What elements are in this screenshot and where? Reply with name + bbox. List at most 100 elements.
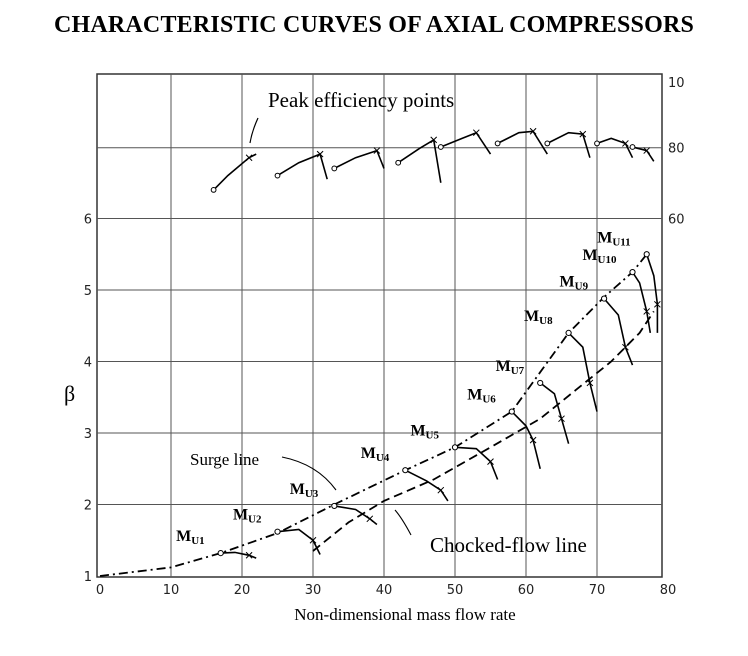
- speed-label-mu3: MU3: [290, 481, 319, 500]
- efficiency-curve-marker: [274, 172, 281, 179]
- chart-title: CHARACTERISTIC CURVES OF AXIAL COMPRESSO…: [53, 12, 695, 38]
- speed-line-mu6: [511, 411, 541, 469]
- speed-label-mu8: MU8: [524, 308, 553, 327]
- x-tick-label: 10: [163, 583, 180, 598]
- right-tick-label: 10: [668, 76, 685, 91]
- speed-label-mu10: MU10: [582, 247, 617, 266]
- operating-point-marker: [437, 486, 445, 494]
- x-tick-label: 60: [518, 583, 535, 598]
- operating-point-marker: [309, 536, 317, 544]
- speed-line-mu8: [568, 332, 598, 412]
- peak-efficiency-marker: [472, 129, 480, 137]
- efficiency-curve: [397, 138, 442, 183]
- surge-point-marker: [451, 444, 459, 451]
- speed-line-mu3: [334, 505, 378, 526]
- right-tick-label: 80: [668, 142, 685, 157]
- choked-flow-pointer: [394, 509, 412, 536]
- speed-line-mu9: [603, 298, 634, 366]
- right-tick-label: 60: [668, 213, 685, 228]
- peak-efficiency-marker: [373, 147, 381, 154]
- y-tick-label: 1: [84, 570, 92, 585]
- choked-flow-label: Chocked-flow line: [430, 533, 587, 557]
- efficiency-curve-marker: [210, 187, 217, 193]
- surge-point-marker: [331, 502, 338, 510]
- speed-label-mu7: MU7: [496, 358, 525, 377]
- grid: [97, 74, 662, 577]
- x-tick-label: 30: [305, 583, 322, 598]
- y-axis-label: β: [64, 381, 75, 406]
- speed-line-mu4: [404, 469, 449, 502]
- surge-point-marker: [402, 467, 409, 474]
- efficiency-curve-marker: [331, 165, 338, 172]
- speed-label-mu4: MU4: [361, 445, 390, 464]
- peak-efficiency-marker: [316, 150, 324, 158]
- surge-point-marker: [217, 550, 224, 557]
- x-axis-label: Non-dimensional mass flow rate: [294, 605, 515, 624]
- efficiency-curve-marker: [494, 140, 501, 147]
- efficiency-curve: [497, 130, 548, 155]
- efficiency-curve-marker: [395, 159, 402, 166]
- x-tick-label: 40: [376, 583, 393, 598]
- efficiency-curve: [213, 153, 257, 191]
- operating-point-marker: [558, 415, 565, 423]
- operating-point-marker: [366, 515, 374, 523]
- x-tick-label: 70: [589, 583, 606, 598]
- right-axis-ticks: 60 80 10: [668, 76, 685, 228]
- y-tick-label: 2: [84, 499, 92, 514]
- peak-efficiency-marker: [529, 127, 537, 135]
- speed-label-mu5: MU5: [410, 422, 439, 441]
- speed-label-mu11: MU11: [597, 229, 630, 248]
- efficiency-curve-marker: [437, 144, 444, 150]
- speed-line-mu11: [645, 254, 659, 333]
- peak-efficiency-marker: [579, 130, 587, 138]
- peak-efficiency-marker: [430, 136, 438, 144]
- peak-efficiency-marker: [622, 140, 629, 147]
- speed-line-mu1: [220, 551, 257, 559]
- peak-efficiency-label: Peak efficiency points: [268, 88, 454, 112]
- operating-point-marker: [586, 379, 594, 387]
- peak-efficiency-arrow: [249, 117, 259, 144]
- operating-point-marker: [487, 458, 494, 465]
- y-tick-label: 4: [84, 356, 92, 371]
- plot-area: [96, 73, 663, 578]
- efficiency-curve: [632, 146, 655, 162]
- operating-point-marker: [622, 343, 629, 351]
- axis-ticks: 0 10 20 30 40 50 60 70 80 1 2 3 4 5 6: [84, 213, 677, 599]
- surge-point-marker: [601, 295, 608, 302]
- efficiency-curve: [596, 137, 634, 159]
- operating-point-marker: [653, 300, 661, 308]
- x-tick-label: 50: [447, 583, 464, 598]
- speed-line-mu2: [277, 528, 321, 555]
- peak-efficiency-marker: [643, 147, 651, 154]
- peak-efficiency-marker: [245, 154, 253, 162]
- y-tick-label: 5: [84, 284, 92, 299]
- x-tick-label: 0: [96, 583, 104, 598]
- surge-line-label: Surge line: [190, 450, 259, 469]
- efficiency-curve-marker: [594, 140, 600, 147]
- speed-line-mu10: [631, 271, 652, 334]
- surge-point-marker: [643, 251, 650, 258]
- speed-label-mu9: MU9: [560, 274, 589, 293]
- surge-point-marker: [565, 329, 572, 336]
- operating-point-marker: [245, 551, 253, 559]
- x-tick-label: 20: [234, 583, 251, 598]
- surge-point-marker: [508, 408, 515, 415]
- operating-point-marker: [529, 436, 537, 444]
- y-tick-label: 3: [84, 427, 92, 442]
- x-tick-label: 80: [660, 583, 677, 598]
- efficiency-curve: [333, 149, 385, 170]
- surge-line-pointer: [281, 456, 337, 491]
- speed-label-mu6: MU6: [467, 387, 496, 406]
- curves: [99, 127, 661, 577]
- efficiency-curve: [440, 131, 492, 155]
- surge-point-marker: [629, 269, 636, 276]
- speed-label-mu1: MU1: [176, 528, 205, 547]
- speed-line-mu5: [454, 446, 499, 480]
- speed-line-mu7: [539, 382, 570, 444]
- efficiency-curve-marker: [629, 144, 636, 150]
- speed-label-mu2: MU2: [233, 507, 262, 526]
- surge-point-marker: [274, 528, 281, 535]
- surge-point-marker: [537, 379, 544, 387]
